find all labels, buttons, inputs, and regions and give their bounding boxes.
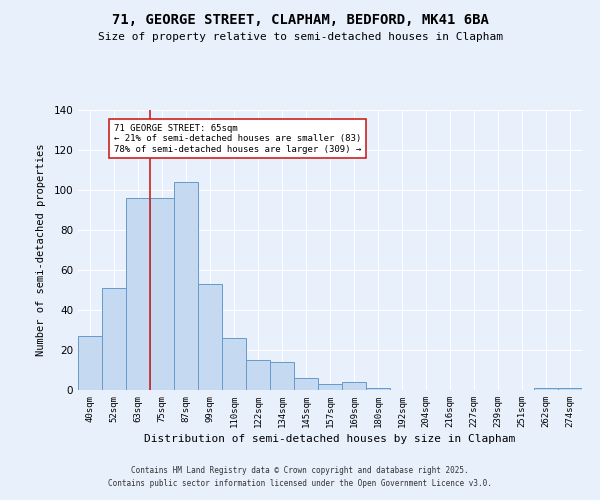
Bar — [126, 198, 150, 390]
Bar — [342, 382, 366, 390]
Bar — [270, 362, 294, 390]
Text: 71, GEORGE STREET, CLAPHAM, BEDFORD, MK41 6BA: 71, GEORGE STREET, CLAPHAM, BEDFORD, MK4… — [112, 12, 488, 26]
Y-axis label: Number of semi-detached properties: Number of semi-detached properties — [37, 144, 46, 356]
Bar — [558, 388, 582, 390]
Bar — [294, 378, 318, 390]
Text: 71 GEORGE STREET: 65sqm
← 21% of semi-detached houses are smaller (83)
78% of se: 71 GEORGE STREET: 65sqm ← 21% of semi-de… — [114, 124, 361, 154]
Bar — [222, 338, 246, 390]
Bar — [78, 336, 102, 390]
Bar — [366, 388, 390, 390]
Bar — [150, 198, 174, 390]
Bar — [534, 388, 558, 390]
Bar — [318, 384, 342, 390]
Text: Size of property relative to semi-detached houses in Clapham: Size of property relative to semi-detach… — [97, 32, 503, 42]
Bar — [246, 360, 270, 390]
Text: Contains HM Land Registry data © Crown copyright and database right 2025.
Contai: Contains HM Land Registry data © Crown c… — [108, 466, 492, 487]
Bar — [198, 284, 222, 390]
Bar — [174, 182, 198, 390]
X-axis label: Distribution of semi-detached houses by size in Clapham: Distribution of semi-detached houses by … — [145, 434, 515, 444]
Bar — [102, 288, 126, 390]
